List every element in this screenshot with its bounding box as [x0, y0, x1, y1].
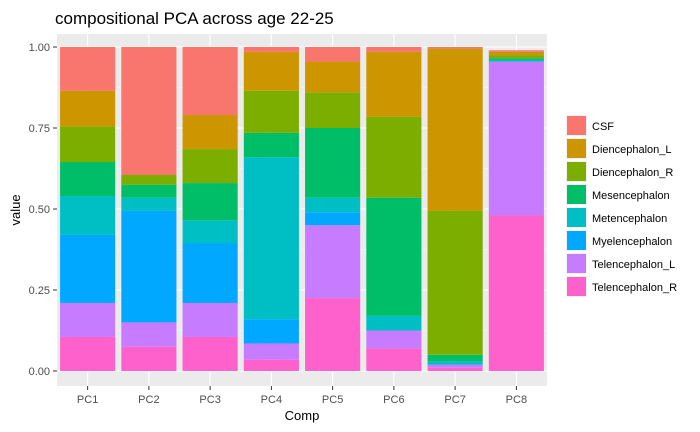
bar-segment — [182, 302, 238, 337]
bar-segment — [305, 298, 361, 371]
x-tick-label: PC1 — [77, 394, 98, 406]
bar-segment — [243, 51, 299, 91]
bar-segment — [121, 47, 177, 175]
y-tick-label: 1.00 — [29, 42, 50, 54]
bar-segment — [427, 354, 483, 362]
bar-segment — [243, 343, 299, 360]
y-tick-label: 0.25 — [29, 285, 50, 297]
bar-segment — [488, 55, 544, 59]
bar-segment — [427, 47, 483, 49]
bar-segment — [121, 197, 177, 211]
x-tick-label: PC8 — [506, 394, 527, 406]
legend-label: Diencephalon_L — [592, 144, 672, 156]
bar-segment — [366, 47, 422, 52]
legend-swatch — [567, 185, 586, 204]
y-tick-label: 0.50 — [29, 204, 50, 216]
bar-segment — [60, 336, 116, 371]
x-tick-label: PC2 — [138, 394, 159, 406]
bar-segment — [121, 322, 177, 347]
x-tick-label: PC6 — [383, 394, 404, 406]
bar-segment — [243, 132, 299, 158]
y-axis-ticks: 0.00 0.25 0.50 0.75 1.00 — [29, 42, 57, 378]
legend: CSF Diencephalon_L Diencephalon_R Mesenceph… — [566, 115, 677, 297]
bar-segment — [366, 348, 422, 371]
x-tick-label: PC3 — [199, 394, 220, 406]
bar-segment — [60, 302, 116, 337]
bars — [60, 47, 544, 371]
x-tick-label: PC4 — [261, 394, 282, 406]
bar-segment — [60, 162, 116, 197]
legend-label: Metencephalon — [592, 213, 667, 225]
legend-label: Mesencephalon — [592, 190, 670, 202]
legend-swatch — [567, 208, 586, 227]
bar-segment — [427, 48, 483, 211]
bar-segment — [305, 197, 361, 213]
bar-segment — [121, 346, 177, 371]
bar-segment — [243, 359, 299, 371]
bar-segment — [305, 92, 361, 128]
bar-segment — [488, 61, 544, 216]
bar-segment — [427, 364, 483, 368]
bar-segment — [60, 47, 116, 91]
bar-segment — [366, 51, 422, 117]
bar-segment — [427, 210, 483, 355]
bar-segment — [305, 128, 361, 198]
bar-segment — [366, 330, 422, 349]
bar-segment — [366, 116, 422, 198]
bar-segment — [305, 212, 361, 226]
bar-segment — [60, 126, 116, 163]
bar-segment — [60, 90, 116, 127]
bar-segment — [427, 361, 483, 365]
bar-segment — [182, 243, 238, 303]
bar-segment — [121, 210, 177, 323]
bar-segment — [182, 47, 238, 116]
bar-segment — [488, 50, 544, 52]
bar-segment — [182, 336, 238, 371]
bar-segment — [121, 174, 177, 185]
legend-swatch — [567, 277, 586, 296]
x-tick-label: PC7 — [444, 394, 465, 406]
bar-segment — [366, 197, 422, 316]
bar-segment — [60, 196, 116, 235]
bar-segment — [243, 90, 299, 133]
chart-title: compositional PCA across age 22-25 — [55, 9, 334, 28]
bar-segment — [243, 157, 299, 320]
legend-swatch — [567, 254, 586, 273]
x-axis-ticks: PC1 PC2 PC3 PC4 PC5 PC6 PC7 PC8 — [77, 386, 527, 406]
bar-segment — [182, 220, 238, 244]
bar-segment — [121, 184, 177, 198]
x-axis-title: Comp — [285, 408, 320, 423]
bar-segment — [427, 367, 483, 371]
legend-swatch — [567, 162, 586, 181]
legend-label: Telencephalon_L — [592, 259, 675, 271]
x-tick-label: PC5 — [322, 394, 343, 406]
legend-label: Myelencephalon — [592, 236, 672, 248]
bar-segment — [182, 115, 238, 150]
legend-label: CSF — [592, 121, 614, 133]
bar-segment — [60, 234, 116, 303]
y-tick-label: 0.75 — [29, 123, 50, 135]
legend-label: Diencephalon_R — [592, 167, 673, 179]
bar-segment — [243, 47, 299, 52]
bar-segment — [488, 215, 544, 371]
bar-segment — [305, 225, 361, 299]
legend-swatch — [567, 139, 586, 158]
bar-segment — [305, 47, 361, 62]
bar-segment — [243, 319, 299, 344]
bar-segment — [488, 59, 544, 62]
bar-segment — [305, 61, 361, 93]
legend-label: Telencephalon_R — [592, 282, 677, 294]
legend-swatch — [567, 116, 586, 135]
legend-swatch — [567, 231, 586, 250]
bar-segment — [488, 51, 544, 56]
y-axis-title: value — [8, 194, 23, 225]
bar-segment — [182, 183, 238, 221]
bar-segment — [182, 149, 238, 184]
y-tick-label: 0.00 — [29, 366, 50, 378]
bar-segment — [488, 58, 544, 60]
bar-segment — [366, 315, 422, 331]
